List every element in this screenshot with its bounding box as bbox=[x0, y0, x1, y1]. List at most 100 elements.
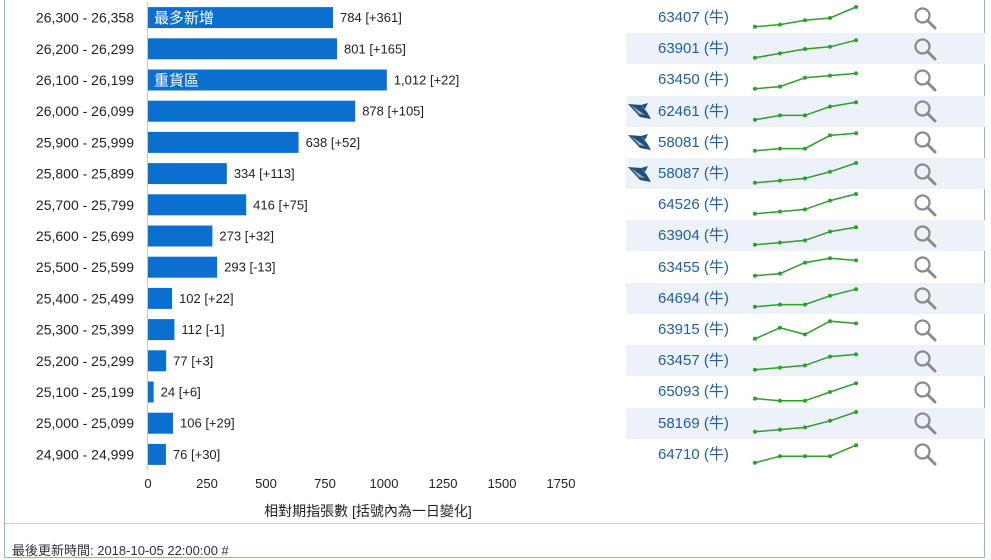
magnifier-icon[interactable] bbox=[913, 68, 937, 92]
value-label: 416 [+75] bbox=[253, 197, 308, 212]
bar[interactable] bbox=[148, 38, 338, 60]
warrant-code-link[interactable]: 63407 (牛) bbox=[658, 9, 729, 26]
warrant-code-link[interactable]: 63901 (牛) bbox=[658, 40, 729, 58]
last-updated-text: 最後更新時間: 2018-10-05 22:00:00 # bbox=[12, 543, 229, 558]
sparkline bbox=[750, 317, 860, 343]
bar[interactable] bbox=[148, 381, 154, 403]
warrant-code-link[interactable]: 63450 (牛) bbox=[658, 71, 729, 89]
warrant-code-link[interactable]: 58087 (牛) bbox=[658, 165, 729, 182]
magnifier-icon[interactable] bbox=[913, 224, 937, 248]
warrant-code-link[interactable]: 58169 (牛) bbox=[658, 414, 729, 432]
magnifier-icon[interactable] bbox=[913, 286, 937, 310]
value-label: 1,012 [+22] bbox=[394, 73, 459, 88]
category-label: 25,200 - 25,299 bbox=[36, 353, 134, 369]
value-label: 112 [-1] bbox=[181, 322, 224, 337]
row-stripe bbox=[626, 282, 985, 314]
whale-icon bbox=[627, 132, 653, 152]
bar-chart: 26,300 - 26,358 最多新增 784 [+361] 26,200 - 26… bbox=[36, 2, 576, 519]
whale-icon bbox=[627, 164, 653, 184]
magnifier-icon[interactable] bbox=[913, 411, 937, 435]
sparkline bbox=[750, 67, 860, 93]
bar[interactable] bbox=[148, 69, 387, 91]
category-label: 26,300 - 26,358 bbox=[36, 10, 134, 26]
category-label: 24,900 - 24,999 bbox=[36, 446, 134, 462]
sparkline bbox=[750, 36, 860, 62]
value-label: 106 [+29] bbox=[180, 416, 235, 431]
x-axis-title: 相對期指張數 [括號內為一日變化] bbox=[264, 503, 472, 519]
sparkline bbox=[750, 410, 860, 436]
magnifier-icon[interactable] bbox=[913, 130, 937, 154]
magnifier-icon[interactable] bbox=[913, 442, 937, 466]
row-stripe bbox=[626, 407, 985, 439]
category-label: 25,400 - 25,499 bbox=[36, 290, 134, 306]
x-tick-label: 750 bbox=[314, 476, 336, 491]
row-stripe bbox=[626, 345, 985, 377]
bar[interactable] bbox=[148, 256, 218, 278]
category-label: 26,000 - 26,099 bbox=[36, 103, 134, 119]
bar[interactable] bbox=[148, 163, 227, 185]
bar-annotation: 最多新增 bbox=[154, 10, 214, 27]
category-label: 25,600 - 25,699 bbox=[36, 228, 134, 244]
sparkline bbox=[750, 441, 860, 467]
sparkline bbox=[750, 129, 860, 155]
magnifier-icon[interactable] bbox=[913, 162, 937, 186]
x-tick-label: 1000 bbox=[370, 476, 399, 491]
value-label: 102 [+22] bbox=[179, 291, 234, 306]
warrant-code-link[interactable]: 63915 (牛) bbox=[658, 321, 729, 338]
sparkline bbox=[750, 98, 860, 124]
bar[interactable] bbox=[148, 287, 173, 309]
x-tick-label: 1750 bbox=[547, 476, 576, 491]
x-tick-label: 1250 bbox=[429, 476, 458, 491]
magnifier-icon[interactable] bbox=[913, 37, 937, 61]
category-label: 25,100 - 25,199 bbox=[36, 384, 134, 400]
warrant-code-link[interactable]: 63904 (牛) bbox=[658, 227, 729, 245]
magnifier-icon[interactable] bbox=[913, 255, 937, 279]
bar[interactable] bbox=[148, 225, 213, 247]
row-stripe bbox=[626, 158, 985, 189]
category-label: 25,500 - 25,599 bbox=[36, 259, 134, 275]
value-label: 334 [+113] bbox=[234, 166, 295, 181]
warrant-code-link[interactable]: 65093 (牛) bbox=[658, 383, 729, 401]
x-tick-label: 500 bbox=[255, 476, 277, 491]
value-label: 801 [+165] bbox=[344, 41, 406, 56]
value-label: 77 [+3] bbox=[173, 353, 213, 368]
bar-annotation: 重貨區 bbox=[154, 73, 199, 90]
warrant-code-link[interactable]: 63455 (牛) bbox=[658, 258, 729, 276]
magnifier-icon[interactable] bbox=[913, 193, 937, 217]
bar[interactable] bbox=[148, 319, 175, 341]
sparkline bbox=[750, 285, 860, 311]
category-label: 25,000 - 25,099 bbox=[36, 415, 134, 431]
magnifier-icon[interactable] bbox=[913, 349, 937, 373]
bar[interactable] bbox=[148, 443, 166, 465]
magnifier-icon[interactable] bbox=[913, 99, 937, 123]
warrant-code-link[interactable]: 64710 (牛) bbox=[658, 445, 729, 463]
category-label: 26,200 - 26,299 bbox=[36, 41, 134, 57]
category-label: 25,900 - 25,999 bbox=[36, 134, 134, 150]
category-label: 25,300 - 25,399 bbox=[36, 322, 134, 338]
bar[interactable] bbox=[148, 7, 334, 29]
x-tick-label: 0 bbox=[144, 476, 151, 491]
footer-divider bbox=[5, 523, 985, 524]
sparkline bbox=[750, 191, 860, 218]
sparkline bbox=[750, 254, 860, 280]
category-label: 26,100 - 26,199 bbox=[36, 72, 134, 88]
value-label: 784 [+361] bbox=[340, 10, 402, 25]
magnifier-icon[interactable] bbox=[913, 380, 937, 404]
warrant-code-link[interactable]: 58081 (牛) bbox=[658, 133, 729, 151]
chart-frame bbox=[4, 0, 985, 558]
bar[interactable] bbox=[148, 194, 247, 216]
magnifier-icon[interactable] bbox=[913, 6, 937, 30]
bar[interactable] bbox=[148, 100, 356, 122]
magnifier-icon[interactable] bbox=[913, 318, 937, 342]
warrant-code-link[interactable]: 64694 (牛) bbox=[658, 289, 729, 307]
sparkline bbox=[750, 348, 860, 374]
value-label: 273 [+32] bbox=[219, 229, 274, 244]
bar[interactable] bbox=[148, 412, 174, 434]
warrant-code-link[interactable]: 64526 (牛) bbox=[658, 196, 729, 214]
warrant-code-link[interactable]: 62461 (牛) bbox=[658, 102, 729, 120]
x-tick-label: 250 bbox=[196, 476, 218, 491]
warrant-code-link[interactable]: 63457 (牛) bbox=[658, 352, 729, 370]
bar[interactable] bbox=[148, 131, 299, 153]
bar[interactable] bbox=[148, 350, 167, 372]
value-label: 293 [-13] bbox=[224, 260, 275, 275]
